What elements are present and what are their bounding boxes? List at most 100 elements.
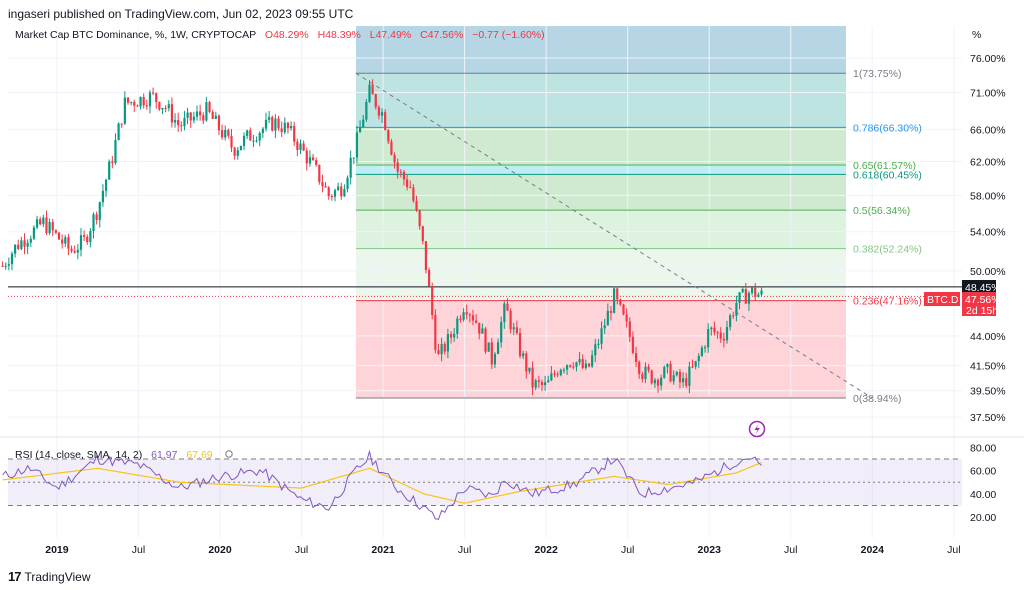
- candle: [421, 225, 424, 245]
- candle: [76, 243, 79, 260]
- candle: [685, 372, 688, 388]
- candle: [547, 375, 550, 383]
- price-tick-label: 62.00%: [970, 156, 1006, 168]
- candle: [1, 261, 4, 267]
- candle: [305, 147, 308, 171]
- candle: [672, 370, 675, 385]
- rsi-legend: RSI (14, close, SMA, 14, 2) 61.97 67.69: [15, 449, 213, 461]
- candle: [559, 368, 562, 377]
- candle: [440, 337, 443, 362]
- candle: [252, 135, 255, 148]
- candle: [487, 342, 490, 352]
- fib-zone: [355, 248, 846, 301]
- candle: [371, 79, 374, 95]
- candle: [274, 114, 277, 139]
- candle: [23, 233, 26, 255]
- candle: [713, 321, 716, 336]
- candle: [456, 315, 459, 339]
- candle: [754, 283, 757, 302]
- candle: [512, 322, 515, 336]
- rsi-sma-line: [2, 461, 762, 504]
- candle: [355, 125, 359, 164]
- candle: [101, 184, 105, 207]
- candle: [104, 178, 108, 197]
- candle: [333, 188, 337, 202]
- candle: [518, 327, 522, 359]
- rsi-legend-title: RSI (14, close, SMA, 14, 2): [15, 449, 142, 461]
- countdown-badge-text: 2d 15h: [966, 305, 998, 317]
- legend-low: L47.49%: [370, 29, 411, 41]
- trend-line[interactable]: [355, 72, 873, 399]
- candle: [496, 338, 500, 355]
- fib-zones: [355, 26, 846, 399]
- candle: [293, 121, 296, 146]
- candle: [500, 316, 503, 348]
- candle: [619, 298, 622, 307]
- candle: [678, 368, 682, 389]
- candle: [17, 239, 20, 251]
- candle: [362, 114, 365, 128]
- candle: [186, 107, 189, 125]
- candle: [208, 100, 211, 114]
- rsi-axis[interactable]: 80.00 60.00 40.00 20.00: [970, 442, 996, 524]
- candle: [327, 186, 330, 200]
- candle: [700, 345, 704, 357]
- candle: [249, 127, 252, 141]
- candle: [289, 121, 293, 131]
- fib-label-0: 0(38.94%): [853, 393, 901, 405]
- candle: [437, 344, 440, 355]
- candle: [202, 112, 205, 125]
- candle: [534, 378, 537, 391]
- candle: [380, 108, 384, 123]
- candle: [73, 245, 76, 254]
- candle: [111, 156, 114, 169]
- candle: [653, 377, 656, 388]
- candle: [550, 366, 553, 382]
- rsi-tick-label: 60.00: [970, 466, 996, 478]
- time-tick-label: Jul: [458, 544, 471, 556]
- candle: [64, 234, 67, 247]
- candle: [155, 92, 158, 109]
- tradingview-logo[interactable]: 17 TradingView: [8, 569, 91, 584]
- candle: [462, 308, 465, 322]
- candle: [725, 320, 729, 344]
- candle: [32, 225, 36, 241]
- candle: [537, 376, 540, 389]
- candle: [151, 87, 155, 96]
- candle: [29, 235, 32, 247]
- time-axis[interactable]: 2019 Jul 2020 Jul 2021 Jul 2022 Jul 2023 Jul 2024 J…: [45, 544, 960, 556]
- symbol-badge: [924, 292, 960, 306]
- candle: [173, 113, 177, 128]
- candle: [732, 311, 735, 319]
- candle: [638, 360, 641, 379]
- rsi-legend-icons[interactable]: [225, 450, 233, 458]
- candle: [217, 114, 221, 136]
- candle: [741, 287, 744, 294]
- candle: [660, 374, 663, 391]
- rsi-eye-icon: [225, 450, 233, 458]
- candle: [616, 286, 619, 305]
- fib-label-0.382: 0.382(52.24%): [853, 244, 922, 256]
- candle: [744, 282, 747, 304]
- candle: [415, 195, 418, 212]
- candle: [406, 174, 409, 191]
- candle: [606, 303, 609, 326]
- candle: [562, 367, 566, 374]
- candle: [83, 230, 86, 242]
- candle: [7, 257, 10, 271]
- candle: [591, 350, 594, 368]
- candle: [158, 101, 161, 111]
- price-axis[interactable]: 76.00% 71.00% 66.00% 62.00% 58.00% 54.00% 50.0…: [970, 53, 1006, 424]
- rsi-tick-label: 40.00: [970, 489, 996, 501]
- candle: [377, 105, 380, 120]
- candle: [205, 97, 208, 122]
- candle: [286, 121, 290, 134]
- lightning-icon[interactable]: [748, 420, 766, 438]
- candle: [540, 379, 544, 392]
- price-tick-label: 37.50%: [970, 412, 1006, 424]
- candle: [48, 218, 51, 235]
- candle: [484, 327, 487, 354]
- candle: [418, 209, 421, 230]
- candle: [757, 292, 760, 298]
